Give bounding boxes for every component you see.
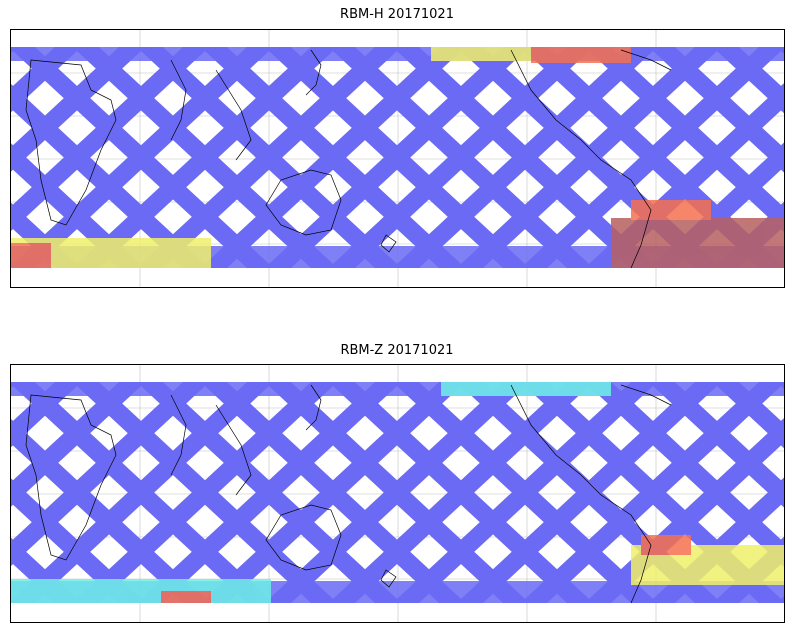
region: [161, 591, 211, 603]
swath-ascending: [11, 382, 146, 507]
region: [431, 47, 531, 61]
coastline-africa: [25, 394, 117, 561]
swath-descending: [11, 202, 82, 268]
swath-ascending: [200, 47, 466, 268]
coastline-new-zealand: [380, 569, 397, 588]
region: [641, 535, 691, 555]
swath-ascending: [328, 47, 594, 268]
map-rbm-h-svg: [11, 30, 784, 287]
coastline-africa: [25, 59, 117, 226]
region: [611, 218, 784, 268]
swath-ascending: [456, 382, 722, 603]
swath-ascending: [520, 47, 784, 268]
high-value-regions: [11, 47, 784, 268]
region: [631, 200, 711, 220]
region: [441, 382, 611, 396]
coastline-americas: [510, 384, 672, 604]
coastlines: [25, 49, 672, 269]
region: [11, 579, 271, 603]
swath-layer: [11, 47, 784, 268]
coastlines: [25, 384, 672, 604]
swath-descending: [712, 382, 784, 449]
swath-ascending: [392, 382, 658, 603]
high-value-regions: [11, 382, 784, 603]
coastline-americas: [510, 49, 672, 269]
map-rbm-z-svg: [11, 365, 784, 622]
swath-ascending: [72, 382, 338, 603]
swath-layer: [11, 382, 784, 603]
coastline-japan: [305, 384, 322, 431]
swath-ascending: [136, 382, 402, 603]
map-panel-rbm-h: [10, 29, 785, 288]
region: [531, 47, 631, 63]
coastline-australia: [265, 169, 342, 236]
swath-ascending: [264, 47, 530, 268]
coastline-japan: [305, 49, 322, 96]
band-top-strip: [11, 47, 784, 61]
swath-ascending: [328, 382, 594, 603]
swath-ascending: [584, 418, 784, 603]
swath-ascending: [11, 47, 274, 268]
coastline-new-zealand: [380, 234, 397, 253]
swath-ascending: [11, 382, 210, 566]
swath-ascending: [200, 382, 466, 603]
swath-ascending: [11, 382, 274, 603]
swath-ascending: [11, 47, 210, 231]
map-panel-rbm-z: [10, 364, 785, 623]
coastline-asia: [170, 59, 252, 161]
panel-title-rbm-z: RBM-Z 20171021: [340, 343, 454, 358]
swath-ascending: [392, 47, 658, 268]
swath-ascending: [264, 382, 530, 603]
coastline-asia: [170, 394, 252, 496]
swath-descending: [11, 537, 82, 603]
band-top-strip: [11, 382, 784, 396]
swath-descending: [712, 47, 784, 114]
swath-ascending: [11, 47, 82, 113]
coastline-australia: [265, 504, 342, 571]
swath-ascending: [456, 47, 722, 268]
swath-ascending: [11, 47, 146, 172]
swath-ascending: [72, 47, 338, 268]
panel-title-rbm-h: RBM-H 20171021: [340, 7, 454, 22]
swath-ascending: [11, 382, 82, 448]
swath-ascending: [520, 382, 784, 603]
region: [11, 243, 51, 268]
swath-ascending: [136, 47, 402, 268]
